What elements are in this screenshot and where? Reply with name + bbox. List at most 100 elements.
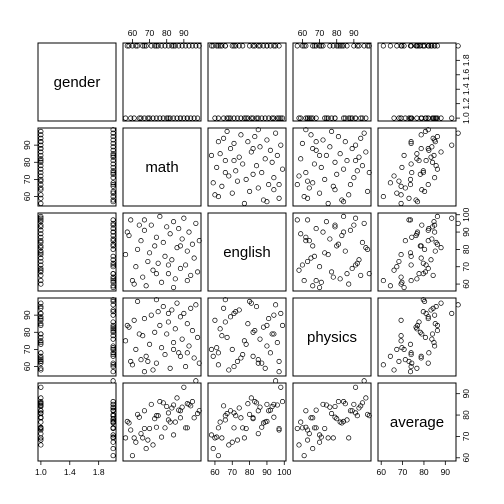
- point-gender-english-9: [226, 115, 232, 121]
- point-physics-math-9: [150, 367, 156, 373]
- point-math-average-28: [408, 140, 414, 146]
- point-gender-math-49: [177, 115, 183, 121]
- point-physics-math-16: [162, 352, 168, 358]
- point-average-english-2: [229, 439, 235, 445]
- point-english-math-16: [162, 253, 168, 259]
- point-gender-english-37: [212, 115, 218, 121]
- point-gender-physics-19: [298, 115, 304, 121]
- point-average-gender-45: [38, 425, 44, 431]
- point-gender-math-3: [138, 115, 144, 121]
- point-average-english-23: [248, 395, 254, 401]
- point-math-gender-1: [38, 195, 44, 201]
- point-math-english-16: [240, 161, 246, 167]
- point-physics-average-31: [430, 305, 436, 311]
- point-english-average-30: [432, 229, 438, 235]
- point-math-english-8: [271, 175, 277, 181]
- point-english-math-31: [188, 272, 194, 278]
- point-english-average-47: [423, 262, 429, 268]
- point-math-physics-42: [303, 127, 309, 133]
- point-math-english-12: [233, 168, 239, 174]
- point-math-gender-47: [38, 158, 44, 164]
- tick-label-bottom-average-60: 60: [376, 467, 386, 477]
- point-math-english-44: [222, 170, 228, 176]
- point-gender-physics-12: [354, 43, 360, 49]
- point-english-math-39: [145, 258, 151, 265]
- panel-physics-math: [122, 297, 202, 377]
- point-math-average-41: [398, 200, 404, 206]
- point-average-gender-9: [38, 442, 44, 448]
- point-math-english-14: [214, 164, 220, 170]
- point-gender-average-44: [420, 43, 426, 49]
- point-average-math-28: [183, 425, 189, 431]
- point-average-math-23: [174, 395, 180, 401]
- point-gender-math-9: [150, 115, 156, 121]
- point-gender-english-2: [229, 43, 235, 49]
- point-english-gender-37: [38, 281, 44, 287]
- point-average-physics-28: [299, 425, 305, 431]
- point-gender-math-23: [174, 115, 180, 121]
- point-math-physics-23: [363, 149, 369, 155]
- point-english-gender-47: [38, 262, 44, 268]
- point-physics-gender-20: [110, 307, 116, 313]
- point-average-physics-4: [330, 435, 336, 441]
- point-math-physics-47: [353, 158, 359, 164]
- point-gender-english-29: [245, 115, 251, 121]
- point-physics-gender-0: [110, 362, 116, 368]
- point-average-math-37: [131, 435, 137, 441]
- point-math-physics-27: [353, 142, 359, 148]
- point-math-english-49: [250, 146, 256, 152]
- point-average-gender-19: [38, 419, 44, 425]
- panel-average-english: [207, 382, 287, 462]
- point-average-physics-19: [298, 419, 304, 425]
- tick-label-right-average-90: 90: [461, 389, 471, 399]
- point-physics-gender-14: [110, 345, 116, 351]
- point-average-math-9: [150, 442, 156, 448]
- point-english-physics-6: [310, 283, 316, 289]
- point-physics-average-4: [398, 333, 404, 339]
- point-english-physics-32: [335, 241, 341, 247]
- point-gender-physics-5: [347, 115, 353, 121]
- point-physics-english-11: [259, 360, 265, 366]
- point-physics-gender-33: [38, 355, 44, 361]
- tick-label-left-physics-60: 60: [22, 362, 32, 372]
- point-english-gender-7: [38, 250, 44, 256]
- point-gender-math-5: [141, 115, 147, 121]
- point-english-average-40: [401, 284, 407, 291]
- point-math-average-49: [418, 146, 424, 152]
- point-average-math-4: [140, 435, 146, 441]
- point-math-average-9: [391, 173, 397, 179]
- point-physics-average-15: [433, 304, 439, 310]
- point-english-average-23: [438, 245, 444, 251]
- point-average-gender-44: [110, 413, 116, 419]
- point-english-physics-38: [365, 246, 371, 252]
- point-math-physics-5: [347, 182, 353, 188]
- point-gender-physics-20: [356, 43, 362, 49]
- point-physics-gender-49: [38, 353, 44, 359]
- point-physics-gender-47: [38, 310, 44, 316]
- point-english-gender-4: [110, 274, 116, 280]
- panel-gender-math: [122, 42, 202, 122]
- point-english-gender-20: [110, 257, 116, 263]
- point-physics-average-28: [408, 364, 414, 370]
- point-physics-gender-31: [38, 305, 44, 311]
- point-physics-gender-39: [38, 358, 44, 364]
- point-math-average-43: [419, 187, 425, 193]
- point-average-physics-37: [346, 435, 352, 441]
- point-gender-average-47: [423, 115, 429, 121]
- point-gender-average-38: [422, 43, 428, 49]
- point-physics-math-38: [135, 298, 141, 304]
- point-gender-math-38: [135, 43, 141, 49]
- point-physics-english-9: [226, 367, 232, 373]
- point-math-english-40: [208, 152, 215, 158]
- point-english-math-25: [177, 265, 183, 272]
- point-english-math-19: [167, 231, 173, 237]
- point-math-gender-30: [110, 137, 116, 143]
- point-english-average-37: [398, 281, 404, 287]
- point-math-gender-27: [38, 142, 44, 148]
- point-math-english-25: [227, 146, 234, 152]
- variable-label-average: average: [390, 414, 444, 431]
- point-english-average-16: [408, 253, 414, 259]
- point-math-english-35: [224, 128, 230, 134]
- point-gender-math-18: [165, 43, 171, 49]
- tick-label-left-physics-70: 70: [22, 344, 32, 354]
